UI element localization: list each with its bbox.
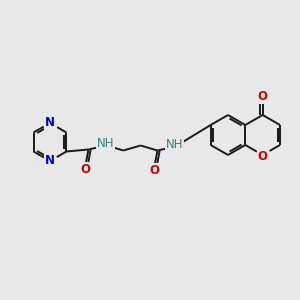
Text: O: O: [80, 163, 91, 176]
Text: NH: NH: [97, 137, 114, 150]
Text: O: O: [149, 164, 160, 177]
Text: O: O: [258, 91, 268, 103]
Text: N: N: [98, 138, 109, 151]
Text: H: H: [104, 140, 113, 149]
Text: N: N: [45, 154, 55, 167]
Text: O: O: [258, 149, 268, 163]
Text: NH: NH: [166, 138, 183, 151]
Text: N: N: [45, 116, 55, 130]
